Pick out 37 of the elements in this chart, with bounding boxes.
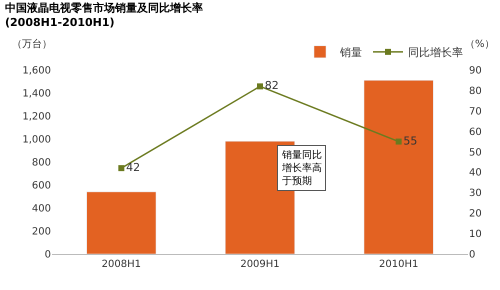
data-label: 82 [264, 79, 279, 92]
point [257, 83, 263, 90]
y-tick-label: 1,400 [22, 88, 51, 100]
y-tick-label: 200 [32, 226, 51, 238]
x-tick-label: 2010H1 [379, 259, 418, 270]
data-label: 55 [403, 134, 418, 148]
y2-axis-title: （%） [465, 39, 495, 50]
y2-tick-label: 20 [469, 208, 482, 220]
chart-title: 中国液晶电视零售市场销量及同比增长率 [5, 2, 203, 15]
y2-tick-label: 50 [469, 147, 482, 158]
y2-tick-label: 70 [469, 106, 482, 118]
y2-tick-label: 40 [469, 168, 482, 179]
y2-tick-label: 90 [469, 66, 482, 76]
bar [86, 192, 156, 254]
data-label: 42 [126, 160, 140, 174]
point [396, 138, 402, 145]
y-tick-label: 1,200 [22, 112, 51, 122]
legend-label: 同比增长率 [408, 46, 463, 60]
y2-tick-label: 10 [469, 229, 482, 240]
annotation: 销量同比增长率高于预期 [281, 149, 322, 187]
y-tick-label: 400 [32, 204, 51, 214]
bar [364, 80, 434, 254]
y2-tick-label: 30 [469, 188, 482, 200]
y-tick-label: 600 [32, 180, 51, 192]
y-tick-label: 800 [32, 158, 51, 168]
legend-label: 销量 [339, 46, 362, 60]
y-tick-label: 0 [44, 250, 51, 260]
y2-tick-label: 60 [469, 126, 482, 138]
point [118, 165, 124, 172]
y-tick-label: 1,600 [22, 66, 51, 76]
y-axis-title: （万台） [12, 38, 52, 50]
y-tick-label: 1,000 [22, 134, 51, 146]
x-tick-label: 2008H1 [102, 259, 141, 270]
y2-tick-label: 80 [469, 86, 482, 97]
chart-subtitle: (2008H1-2010H1) [5, 16, 115, 29]
y2-tick-label: 0 [469, 250, 476, 260]
x-tick-label: 2009H1 [240, 259, 280, 270]
